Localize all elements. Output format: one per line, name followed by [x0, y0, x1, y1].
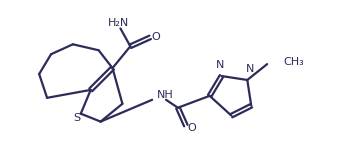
Text: O: O — [152, 32, 160, 42]
Text: N: N — [216, 60, 225, 70]
Text: O: O — [187, 123, 196, 133]
Text: S: S — [73, 113, 81, 123]
Text: H₂N: H₂N — [108, 19, 129, 29]
Text: NH: NH — [157, 90, 174, 100]
Text: N: N — [246, 64, 254, 74]
Text: CH₃: CH₃ — [283, 57, 304, 67]
